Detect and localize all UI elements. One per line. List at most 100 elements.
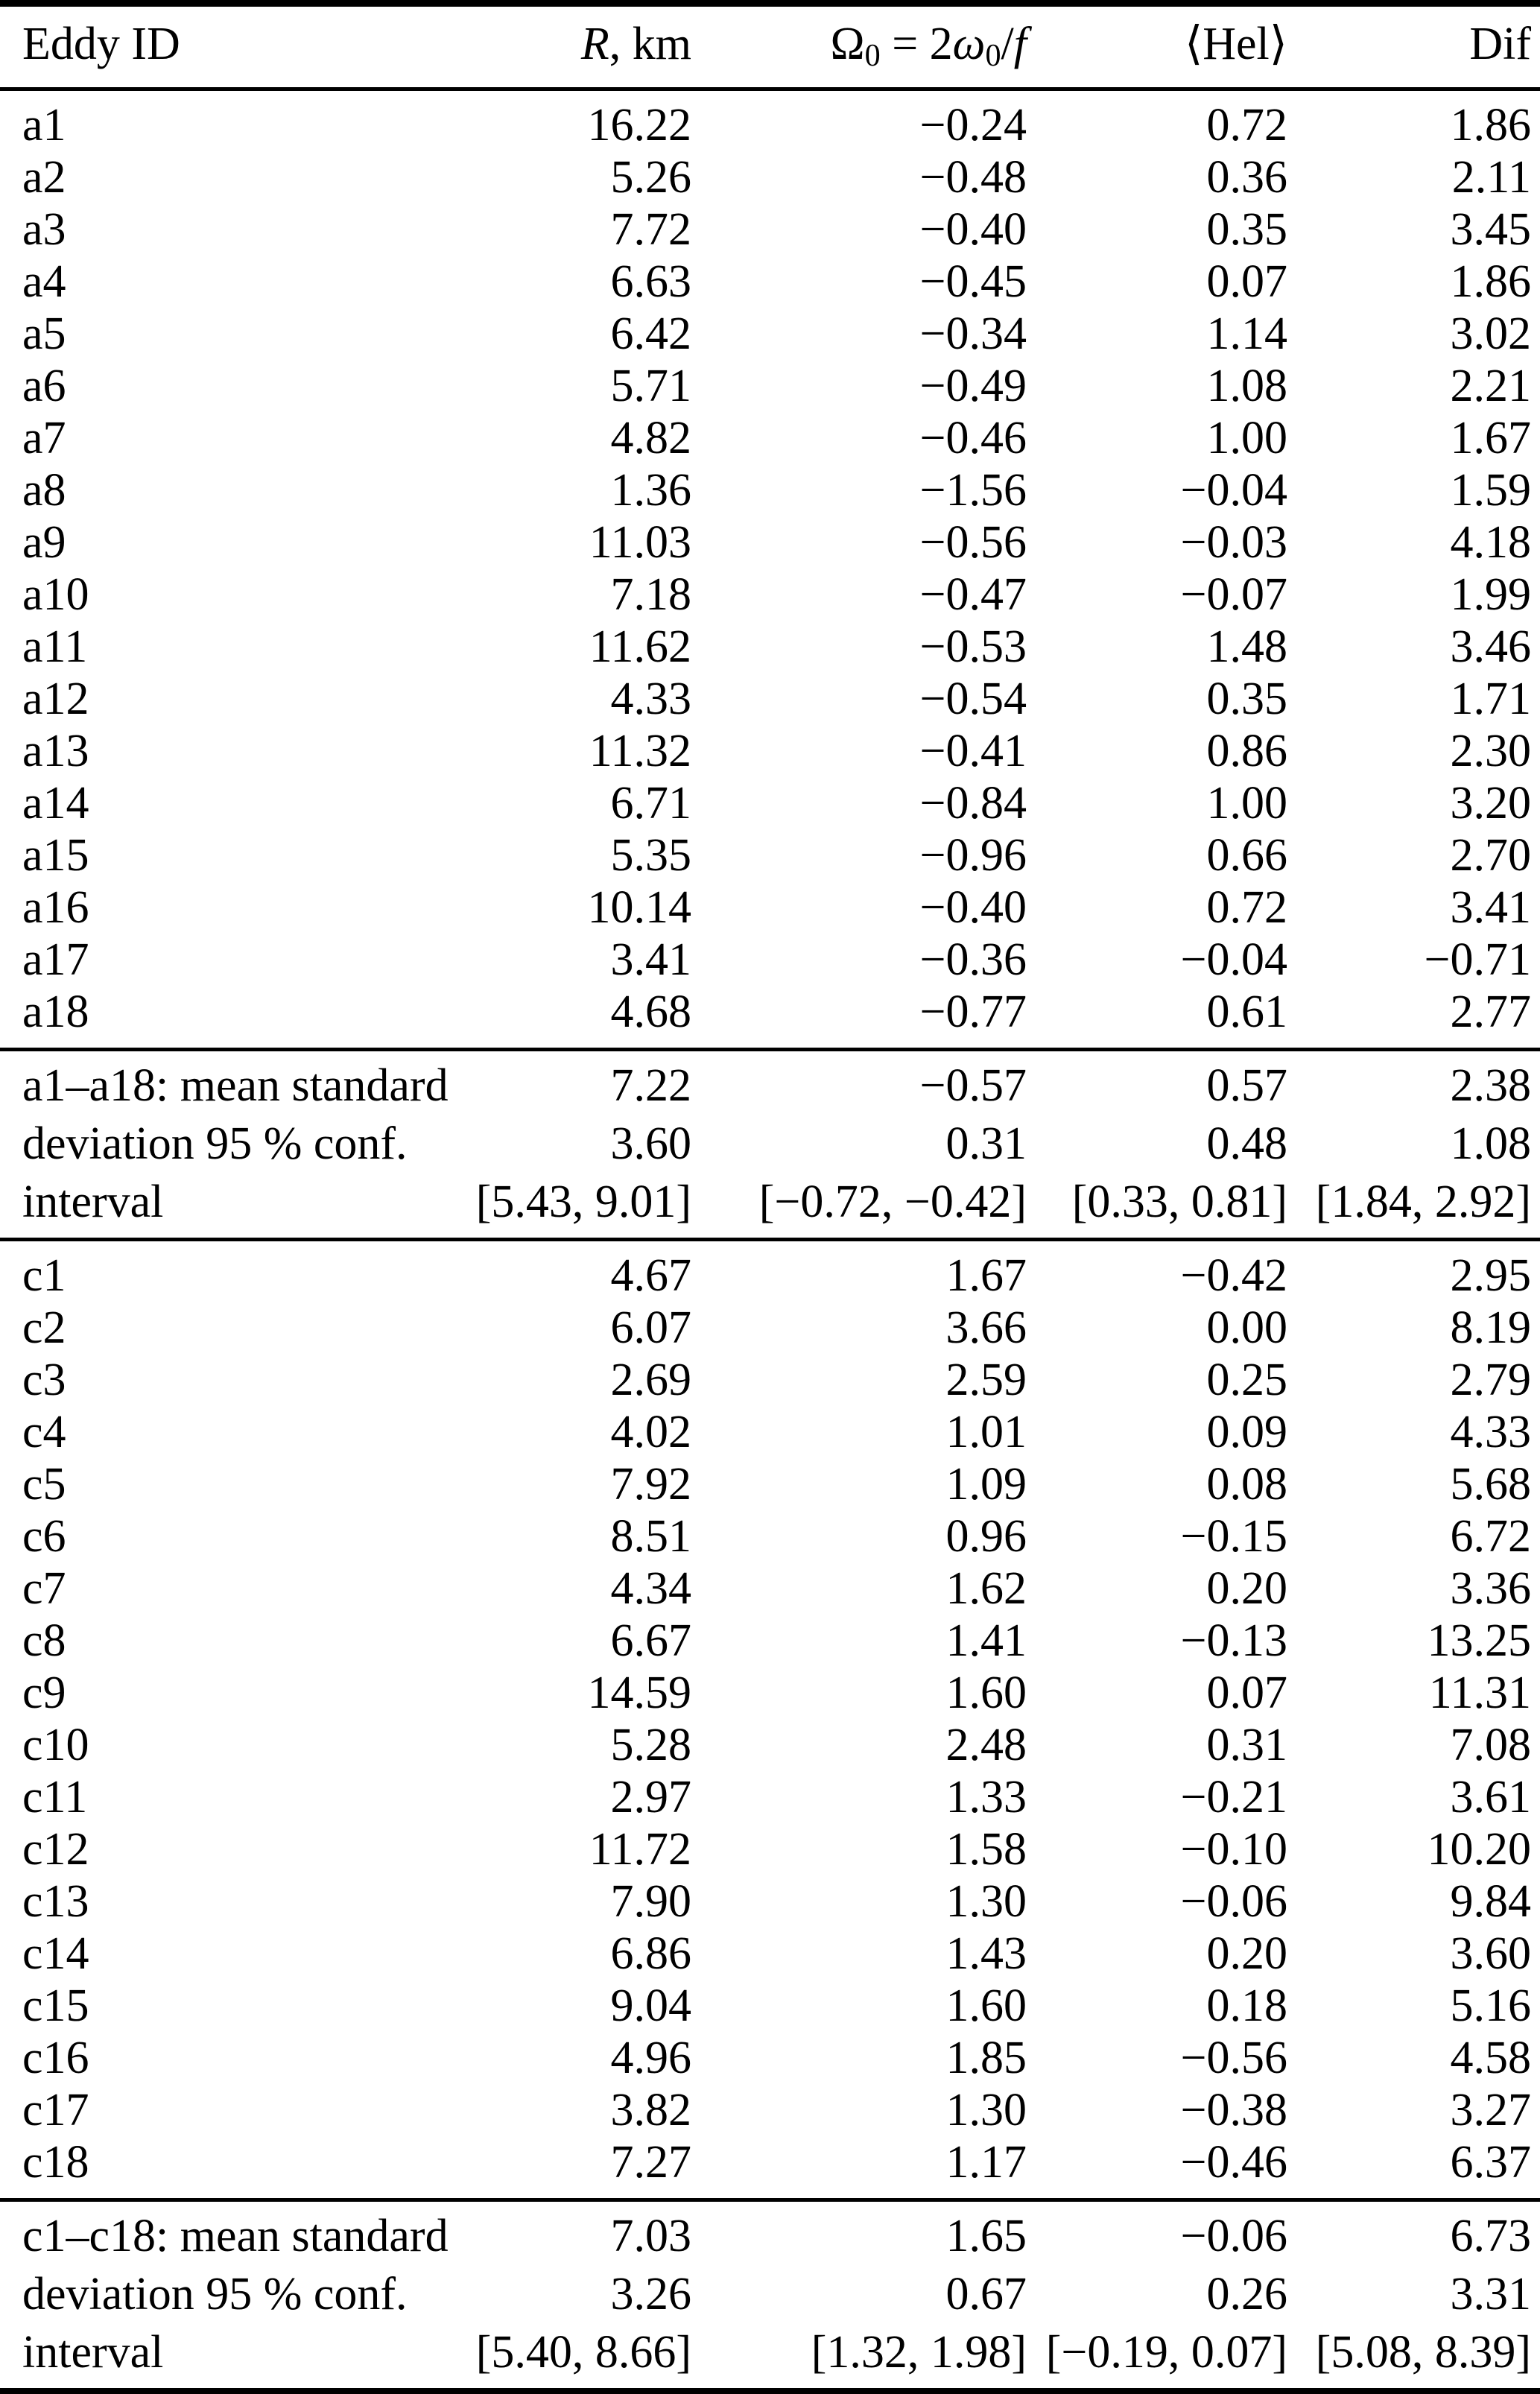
- cell-value: [−0.19, 0.07]: [1045, 2327, 1287, 2378]
- cell-value: 0.35: [1206, 204, 1288, 256]
- cell-value: −0.42: [1180, 1250, 1287, 1302]
- cell-value: 3.27: [1450, 2085, 1532, 2136]
- cell-value: 5.26: [610, 152, 692, 203]
- row-label: c2: [22, 1302, 66, 1354]
- cell-value: −0.13: [1180, 1615, 1287, 1667]
- cell-value: 3.41: [610, 934, 692, 986]
- table-row: a5 6.42 −0.34 1.14 3.02: [0, 308, 1540, 360]
- cell-value: 0.00: [1206, 1302, 1288, 1354]
- table-row: a12 4.33 −0.54 0.35 1.71: [0, 673, 1540, 725]
- cell-value: 11.03: [589, 517, 691, 569]
- row-label: deviation 95 % conf.: [22, 1118, 408, 1170]
- cell-value: [5.08, 8.39]: [1315, 2327, 1531, 2378]
- cell-value: 1.71: [1450, 674, 1532, 725]
- cell-value: 11.31: [1428, 1668, 1531, 1719]
- row-label: a1: [22, 100, 66, 151]
- cell-value: 6.07: [610, 1302, 692, 1354]
- cell-value: −0.49: [919, 361, 1027, 412]
- section-cyclonic-summary: c1–c18: mean standard 7.03 1.65 −0.06 6.73 de…: [0, 2200, 1540, 2392]
- cell-value: 13.25: [1427, 1615, 1532, 1667]
- cell-value: 0.57: [1206, 1060, 1288, 1112]
- row-label: c1–c18: mean standard: [22, 2211, 449, 2262]
- cell-value: [1.84, 2.92]: [1315, 1177, 1531, 1228]
- cell-value: 4.58: [1450, 2033, 1532, 2084]
- cell-value: 7.18: [610, 569, 692, 621]
- row-label: interval: [22, 1177, 164, 1228]
- table-row: a10 7.18 −0.47 −0.07 1.99: [0, 569, 1540, 621]
- row-label: c18: [22, 2137, 89, 2188]
- cell-value: −0.24: [919, 100, 1027, 151]
- cell-value: 1.48: [1206, 621, 1288, 673]
- table-row: c18 7.27 1.17 −0.46 6.37: [0, 2136, 1540, 2200]
- angle-bracket-close: ⟩: [1269, 19, 1287, 69]
- row-label: a16: [22, 882, 89, 934]
- table-row: a15 5.35 −0.96 0.66 2.70: [0, 829, 1540, 881]
- cell-value: 10.20: [1427, 1824, 1532, 1875]
- cell-value: 1.67: [1450, 413, 1532, 464]
- cell-value: 2.48: [945, 1720, 1027, 1771]
- cell-value: 4.67: [610, 1250, 692, 1302]
- table-row: c14 6.86 1.43 0.20 3.60: [0, 1928, 1540, 1980]
- cell-value: 1.65: [945, 2211, 1027, 2262]
- cell-value: 1.43: [945, 1928, 1027, 1980]
- table-row: c9 14.59 1.60 0.07 11.31: [0, 1667, 1540, 1719]
- table-row: c8 6.67 1.41 −0.13 13.25: [0, 1615, 1540, 1667]
- cell-value: 4.33: [610, 674, 692, 725]
- cell-value: 7.22: [610, 1060, 692, 1112]
- cell-value: 1.41: [945, 1615, 1027, 1667]
- table-row: a1–a18: mean standard 7.22 −0.57 0.57 2.38: [0, 1050, 1540, 1115]
- cell-value: 1.67: [945, 1250, 1027, 1302]
- coriolis-symbol: f: [1013, 19, 1027, 69]
- table-row: c15 9.04 1.60 0.18 5.16: [0, 1980, 1540, 2032]
- row-label: c7: [22, 1563, 66, 1615]
- row-label: c14: [22, 1928, 89, 1980]
- table-header: Eddy ID R, km Ω0 = 2ω0/f ⟨Hel⟩ Dif: [0, 4, 1540, 89]
- table-row: c7 4.34 1.62 0.20 3.36: [0, 1562, 1540, 1615]
- cell-value: 0.08: [1206, 1459, 1288, 1510]
- table-row: a6 5.71 −0.49 1.08 2.21: [0, 360, 1540, 412]
- cell-value: −0.47: [919, 569, 1027, 621]
- cell-value: 0.72: [1206, 882, 1288, 934]
- cell-value: 0.31: [945, 1118, 1027, 1170]
- row-label: a1–a18: mean standard: [22, 1060, 449, 1112]
- row-label: c12: [22, 1824, 89, 1875]
- table-row: c6 8.51 0.96 −0.15 6.72: [0, 1510, 1540, 1562]
- cell-value: 0.31: [1206, 1720, 1288, 1771]
- cell-value: 7.27: [610, 2137, 692, 2188]
- cell-value: 8.19: [1450, 1302, 1532, 1354]
- cell-value: 3.26: [610, 2269, 692, 2320]
- row-label: a6: [22, 361, 66, 412]
- equals-two: = 2: [880, 19, 953, 69]
- cell-value: 4.33: [1450, 1407, 1532, 1458]
- table-row: a4 6.63 −0.45 0.07 1.86: [0, 256, 1540, 308]
- cell-value: 1.33: [945, 1772, 1027, 1823]
- cell-value: 8.51: [610, 1511, 692, 1562]
- cell-value: 1.86: [1450, 256, 1532, 308]
- cell-value: 2.21: [1450, 361, 1532, 412]
- hel-label: Hel: [1202, 19, 1270, 69]
- radius-symbol: R: [580, 19, 609, 69]
- cell-value: 4.96: [610, 2033, 692, 2084]
- cell-value: 0.20: [1206, 1563, 1288, 1615]
- cell-value: 0.61: [1206, 987, 1288, 1038]
- cell-value: 0.25: [1206, 1355, 1288, 1406]
- cell-value: 6.37: [1450, 2137, 1532, 2188]
- row-label: c17: [22, 2085, 89, 2136]
- cell-value: 3.82: [610, 2085, 692, 2136]
- table-row: c1 4.67 1.67 −0.42 2.95: [0, 1240, 1540, 1302]
- cell-value: 3.45: [1450, 204, 1532, 256]
- col-header-eddy-id: Eddy ID: [22, 19, 180, 69]
- row-label: c6: [22, 1511, 66, 1562]
- cell-value: 3.02: [1450, 308, 1532, 360]
- cell-value: 3.36: [1450, 1563, 1532, 1615]
- cell-value: 1.17: [945, 2137, 1027, 2188]
- table-row: a17 3.41 −0.36 −0.04 −0.71: [0, 934, 1540, 986]
- cell-value: 11.72: [589, 1824, 691, 1875]
- table-row: a16 10.14 −0.40 0.72 3.41: [0, 881, 1540, 934]
- row-label: c5: [22, 1459, 66, 1510]
- cell-value: 6.71: [610, 778, 692, 829]
- row-label: a9: [22, 517, 66, 569]
- cell-value: 3.66: [945, 1302, 1027, 1354]
- row-label: c9: [22, 1668, 66, 1719]
- cell-value: −0.15: [1180, 1511, 1287, 1562]
